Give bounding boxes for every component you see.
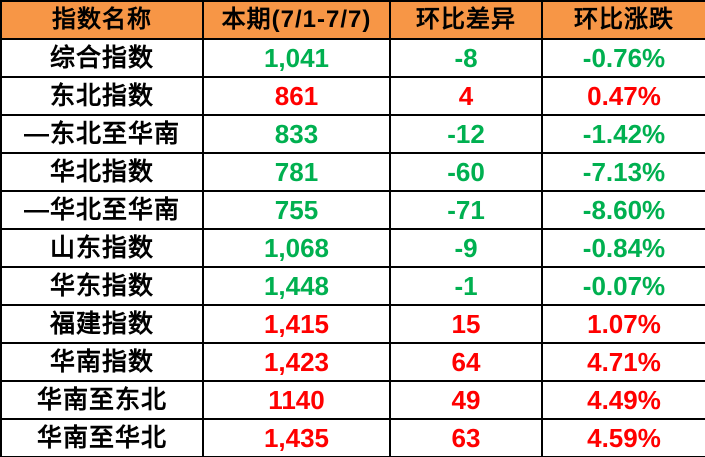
index-name-cell: 综合指数 [0, 38, 204, 78]
diff-value-cell: 15 [389, 304, 543, 344]
current-value-cell: 833 [202, 114, 391, 154]
index-name-cell: 华南至华北 [0, 418, 204, 457]
change-pct-cell: 4.71% [541, 342, 705, 382]
index-name-cell: 华东指数 [0, 266, 204, 306]
index-name-cell: 福建指数 [0, 304, 204, 344]
diff-value-cell: -8 [389, 38, 543, 78]
change-pct-cell: -7.13% [541, 152, 705, 192]
current-value-cell: 1140 [202, 380, 391, 420]
header-mom-difference: 环比差异 [389, 0, 543, 40]
diff-value-cell: 64 [389, 342, 543, 382]
change-pct-cell: -0.07% [541, 266, 705, 306]
diff-value-cell: 63 [389, 418, 543, 457]
diff-value-cell: -12 [389, 114, 543, 154]
table-row: 华东指数 1,448 -1 -0.07% [0, 266, 705, 306]
current-value-cell: 1,068 [202, 228, 391, 268]
change-pct-cell: -8.60% [541, 190, 705, 230]
diff-value-cell: 4 [389, 76, 543, 116]
change-pct-cell: 0.47% [541, 76, 705, 116]
table-row: —东北至华南 833 -12 -1.42% [0, 114, 705, 154]
table-row: —华北至华南 755 -71 -8.60% [0, 190, 705, 230]
header-mom-change: 环比涨跌 [541, 0, 705, 40]
index-name-cell: 山东指数 [0, 228, 204, 268]
diff-value-cell: -9 [389, 228, 543, 268]
index-name-cell: 华北指数 [0, 152, 204, 192]
change-pct-cell: -0.76% [541, 38, 705, 78]
header-row: 指数名称 本期(7/1-7/7) 环比差异 环比涨跌 [0, 0, 705, 40]
table-row: 华南至华北 1,435 63 4.59% [0, 418, 705, 457]
current-value-cell: 1,041 [202, 38, 391, 78]
current-value-cell: 1,415 [202, 304, 391, 344]
index-name-cell: 华南指数 [0, 342, 204, 382]
change-pct-cell: -1.42% [541, 114, 705, 154]
change-pct-cell: -0.84% [541, 228, 705, 268]
diff-value-cell: -1 [389, 266, 543, 306]
diff-value-cell: -60 [389, 152, 543, 192]
diff-value-cell: 49 [389, 380, 543, 420]
table-row: 山东指数 1,068 -9 -0.84% [0, 228, 705, 268]
table-row: 东北指数 861 4 0.47% [0, 76, 705, 116]
current-value-cell: 861 [202, 76, 391, 116]
table-row: 华南指数 1,423 64 4.71% [0, 342, 705, 382]
index-name-cell: —华北至华南 [0, 190, 204, 230]
current-value-cell: 1,435 [202, 418, 391, 457]
index-name-cell: 华南至东北 [0, 380, 204, 420]
index-name-cell: —东北至华南 [0, 114, 204, 154]
current-value-cell: 1,448 [202, 266, 391, 306]
table-row: 福建指数 1,415 15 1.07% [0, 304, 705, 344]
current-value-cell: 1,423 [202, 342, 391, 382]
change-pct-cell: 4.59% [541, 418, 705, 457]
table-row: 华北指数 781 -60 -7.13% [0, 152, 705, 192]
table-row: 华南至东北 1140 49 4.49% [0, 380, 705, 420]
change-pct-cell: 4.49% [541, 380, 705, 420]
table-row: 综合指数 1,041 -8 -0.76% [0, 38, 705, 78]
header-index-name: 指数名称 [0, 0, 204, 40]
diff-value-cell: -71 [389, 190, 543, 230]
current-value-cell: 781 [202, 152, 391, 192]
index-name-cell: 东北指数 [0, 76, 204, 116]
change-pct-cell: 1.07% [541, 304, 705, 344]
current-value-cell: 755 [202, 190, 391, 230]
header-current-period: 本期(7/1-7/7) [202, 0, 391, 40]
